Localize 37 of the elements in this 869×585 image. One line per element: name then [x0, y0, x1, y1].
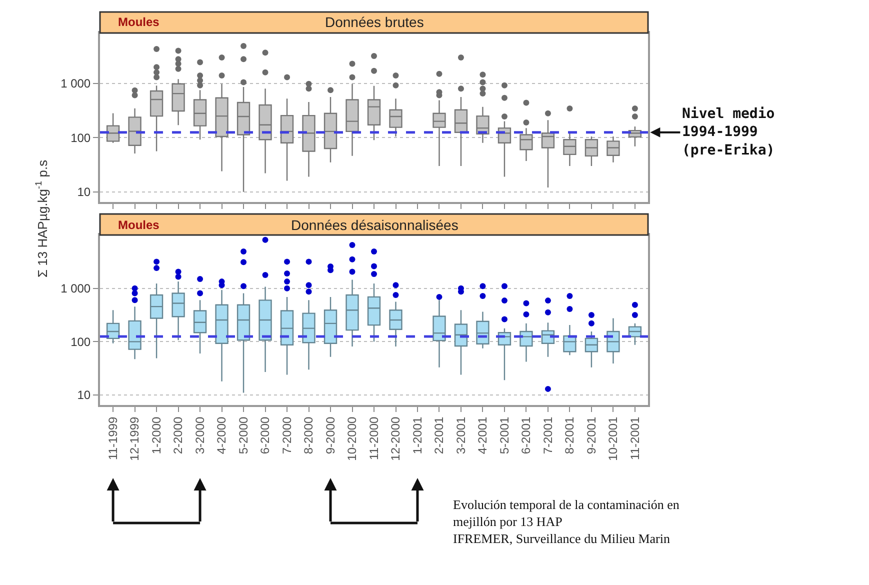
- y-tick-label: 10: [77, 388, 91, 402]
- x-tick-label: 4-2000: [214, 416, 229, 454]
- chart-subtitle: Moules: [118, 218, 160, 232]
- y-tick-label: 100: [70, 334, 91, 349]
- x-tick-label: 11-2001: [628, 416, 642, 460]
- y-tick-label: 10: [77, 185, 91, 200]
- x-tick-label: 5-2001: [497, 416, 512, 454]
- chart-title: Données brutes: [325, 14, 424, 30]
- x-tick-label: 12-1999: [128, 416, 142, 461]
- x-tick-label: 6-2001: [519, 416, 534, 454]
- x-tick-label: 2-2000: [171, 416, 186, 454]
- x-tick-label: 8-2001: [562, 416, 577, 454]
- chart-title: Données désaisonnalisées: [291, 217, 458, 233]
- x-tick-label: 11-1999: [106, 416, 120, 460]
- x-tick-label: 7-2000: [280, 416, 294, 454]
- ref-line-label: Nivel medio 1994-1999 (pre-Erika): [682, 106, 775, 158]
- x-tick-label: 1-2001: [410, 416, 424, 454]
- x-tick-label: 2-2001: [432, 416, 446, 454]
- chart-subtitle: Moules: [118, 15, 160, 29]
- x-tick-label: 11-2000: [366, 416, 381, 460]
- x-tick-label: 10-2001: [606, 416, 620, 461]
- y-tick-label: 100: [70, 130, 91, 145]
- x-tick-label: 6-2000: [258, 416, 272, 454]
- x-tick-label: 3-2001: [454, 416, 468, 454]
- x-tick-label: 1-2000: [149, 416, 164, 454]
- x-tick-label: 3-2000: [192, 416, 207, 454]
- x-tick-label: 4-2001: [476, 416, 490, 454]
- y-tick-label: 1 000: [60, 282, 91, 296]
- y-tick-label: 1 000: [60, 76, 91, 91]
- x-tick-label: 5-2000: [236, 416, 250, 454]
- x-tick-label: 12-2000: [388, 416, 403, 461]
- x-tick-label: 9-2001: [584, 416, 598, 454]
- text: Evolución temporal de la contaminación en mejillón por 13 HAP IFREMER, Surveillance du Milieu Marin: [453, 497, 680, 546]
- x-tick-label: 9-2000: [323, 416, 338, 454]
- x-tick-label: 8-2000: [302, 416, 316, 454]
- x-tick-label: 10-2000: [345, 416, 360, 461]
- x-tick-label: 7-2001: [540, 416, 555, 454]
